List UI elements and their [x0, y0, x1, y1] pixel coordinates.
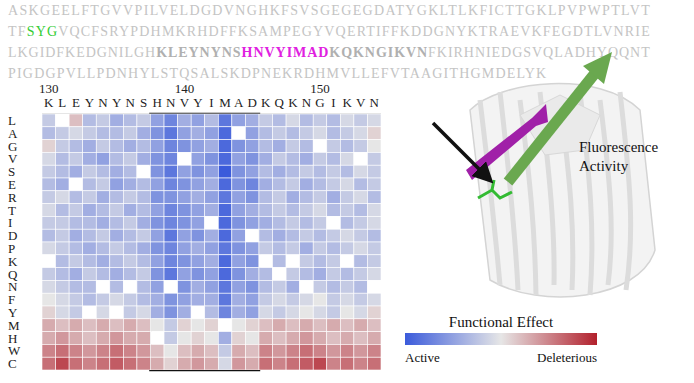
svg-text:TFSYGVQCFSRYPDHMKRHDFFKSAMPEGY: TFSYGVQCFSRYPDHMKRHDFFKSAMPEGYVQERTIFFKD… [8, 24, 650, 39]
svg-text:N: N [125, 95, 135, 110]
svg-text:PIGDGPVLLPDNHYLSTQSALSKDPNEKRD: PIGDGPVLLPDNHYLSTQSALSKDPNEKRDHMVLLEFVTA… [8, 66, 546, 81]
svg-text:Activity: Activity [579, 158, 629, 174]
svg-text:Active: Active [405, 350, 440, 365]
svg-text:K: K [342, 95, 352, 110]
svg-text:F: F [8, 292, 16, 308]
svg-text:E: E [8, 177, 16, 192]
svg-text:H: H [8, 330, 18, 346]
svg-text:E: E [72, 95, 80, 110]
svg-text:N: N [302, 95, 312, 110]
svg-text:N: N [98, 95, 108, 110]
svg-text:W: W [8, 343, 21, 359]
svg-text:K: K [288, 95, 298, 110]
svg-text:G: G [8, 138, 18, 154]
svg-text:N: N [8, 279, 18, 295]
svg-text:I: I [331, 95, 335, 110]
svg-text:D: D [8, 228, 18, 244]
svg-text:R: R [8, 189, 17, 205]
svg-text:150: 150 [310, 81, 330, 96]
svg-text:K: K [8, 253, 18, 269]
svg-text:I: I [209, 95, 213, 110]
svg-text:Y: Y [112, 95, 122, 110]
svg-text:A: A [234, 95, 244, 110]
svg-text:L: L [8, 113, 16, 128]
svg-text:M: M [219, 95, 231, 110]
svg-text:Y: Y [85, 95, 95, 110]
svg-text:Deleterious: Deleterious [537, 350, 597, 365]
svg-text:V: V [356, 95, 366, 110]
svg-text:I: I [8, 215, 13, 231]
svg-text:ASKGEELFTGVVPILVELDGDVNGHKFSVS: ASKGEELFTGVVPILVELDGDVNGHKFSVSGEGEGDATYG… [8, 3, 650, 18]
svg-text:V: V [8, 151, 18, 167]
svg-text:A: A [8, 125, 18, 141]
svg-text:Fluorescence: Fluorescence [579, 139, 658, 155]
svg-text:Q: Q [275, 95, 285, 110]
svg-text:P: P [8, 241, 16, 256]
svg-text:Q: Q [8, 266, 18, 282]
svg-text:Y: Y [8, 305, 18, 320]
svg-text:K: K [44, 95, 54, 110]
svg-text:T: T [8, 202, 16, 218]
svg-text:LKGIDFKEDGNILGHKLEYNYNSHNVYIMA: LKGIDFKEDGNILGHKLEYNYNSHNVYIMADKQKNGIKVN… [8, 45, 650, 60]
svg-text:Y: Y [193, 95, 203, 110]
svg-text:130: 130 [39, 81, 59, 96]
svg-text:N: N [370, 95, 380, 110]
svg-text:K: K [261, 95, 271, 110]
svg-text:S: S [140, 95, 147, 110]
svg-text:G: G [315, 95, 324, 110]
svg-text:D: D [247, 95, 256, 110]
svg-text:M: M [8, 317, 20, 333]
svg-text:Functional Effect: Functional Effect [449, 314, 554, 330]
svg-text:V: V [180, 95, 190, 110]
svg-text:N: N [166, 95, 176, 110]
svg-text:S: S [8, 164, 16, 180]
svg-text:140: 140 [175, 81, 195, 96]
svg-text:H: H [153, 95, 162, 110]
svg-text:L: L [58, 95, 66, 110]
svg-text:C: C [8, 356, 17, 371]
